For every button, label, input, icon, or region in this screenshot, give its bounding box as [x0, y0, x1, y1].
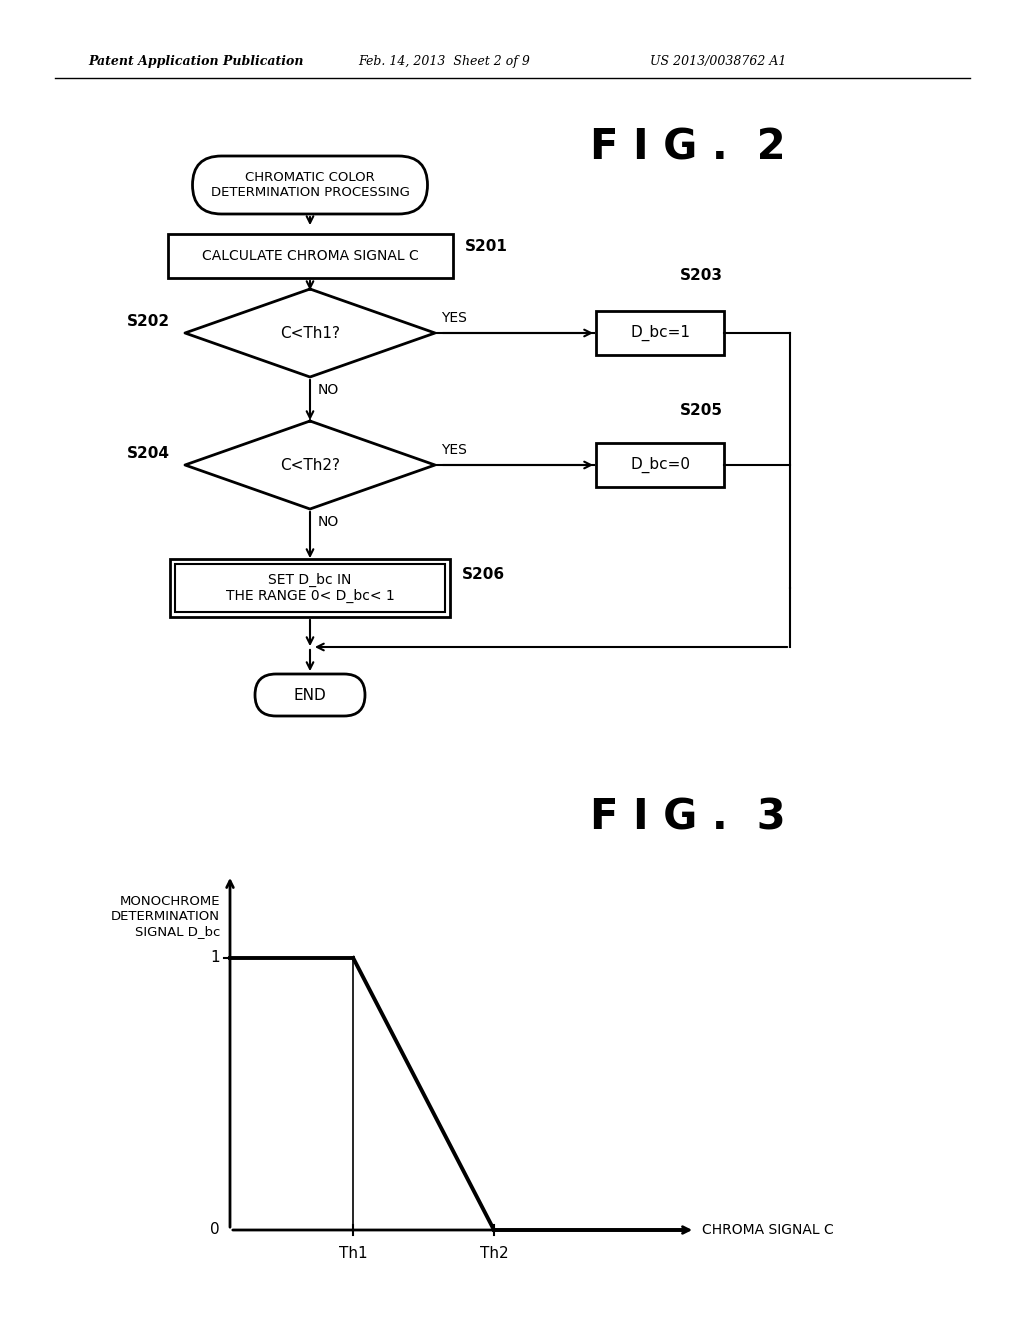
Text: S201: S201 — [465, 239, 507, 253]
Text: C<Th1?: C<Th1? — [280, 326, 340, 341]
Text: S206: S206 — [462, 568, 505, 582]
Text: D_bc=1: D_bc=1 — [630, 325, 690, 341]
Text: CALCULATE CHROMA SIGNAL C: CALCULATE CHROMA SIGNAL C — [202, 249, 419, 263]
Text: S203: S203 — [680, 268, 723, 282]
Bar — [170, 558, 450, 616]
Text: 0: 0 — [210, 1222, 220, 1238]
Bar — [168, 234, 453, 279]
FancyBboxPatch shape — [255, 675, 365, 715]
Text: F I G .  2: F I G . 2 — [590, 127, 785, 169]
Text: SET D_bc IN
THE RANGE 0< D_bc< 1: SET D_bc IN THE RANGE 0< D_bc< 1 — [225, 573, 394, 603]
Text: YES: YES — [441, 312, 467, 325]
Text: END: END — [294, 688, 327, 702]
Text: D_bc=0: D_bc=0 — [630, 457, 690, 473]
Bar — [596, 444, 724, 487]
Bar — [596, 312, 724, 355]
Text: 1: 1 — [210, 950, 220, 965]
Text: C<Th2?: C<Th2? — [280, 458, 340, 473]
Text: NO: NO — [318, 383, 339, 397]
Text: Th2: Th2 — [479, 1246, 508, 1261]
Text: Th1: Th1 — [339, 1246, 368, 1261]
Text: YES: YES — [441, 444, 467, 457]
Text: NO: NO — [318, 515, 339, 529]
Text: Feb. 14, 2013  Sheet 2 of 9: Feb. 14, 2013 Sheet 2 of 9 — [358, 55, 529, 69]
Text: F I G .  3: F I G . 3 — [590, 797, 785, 840]
Text: MONOCHROME
DETERMINATION
SIGNAL D_bc: MONOCHROME DETERMINATION SIGNAL D_bc — [111, 895, 220, 939]
Text: Patent Application Publication: Patent Application Publication — [88, 55, 303, 69]
Text: S202: S202 — [127, 314, 170, 329]
FancyBboxPatch shape — [193, 156, 427, 214]
Text: US 2013/0038762 A1: US 2013/0038762 A1 — [650, 55, 786, 69]
Text: S204: S204 — [127, 446, 170, 461]
Text: S205: S205 — [680, 403, 723, 418]
Bar — [175, 564, 445, 612]
Text: CHROMA SIGNAL C: CHROMA SIGNAL C — [702, 1224, 834, 1237]
Text: CHROMATIC COLOR
DETERMINATION PROCESSING: CHROMATIC COLOR DETERMINATION PROCESSING — [211, 172, 410, 199]
